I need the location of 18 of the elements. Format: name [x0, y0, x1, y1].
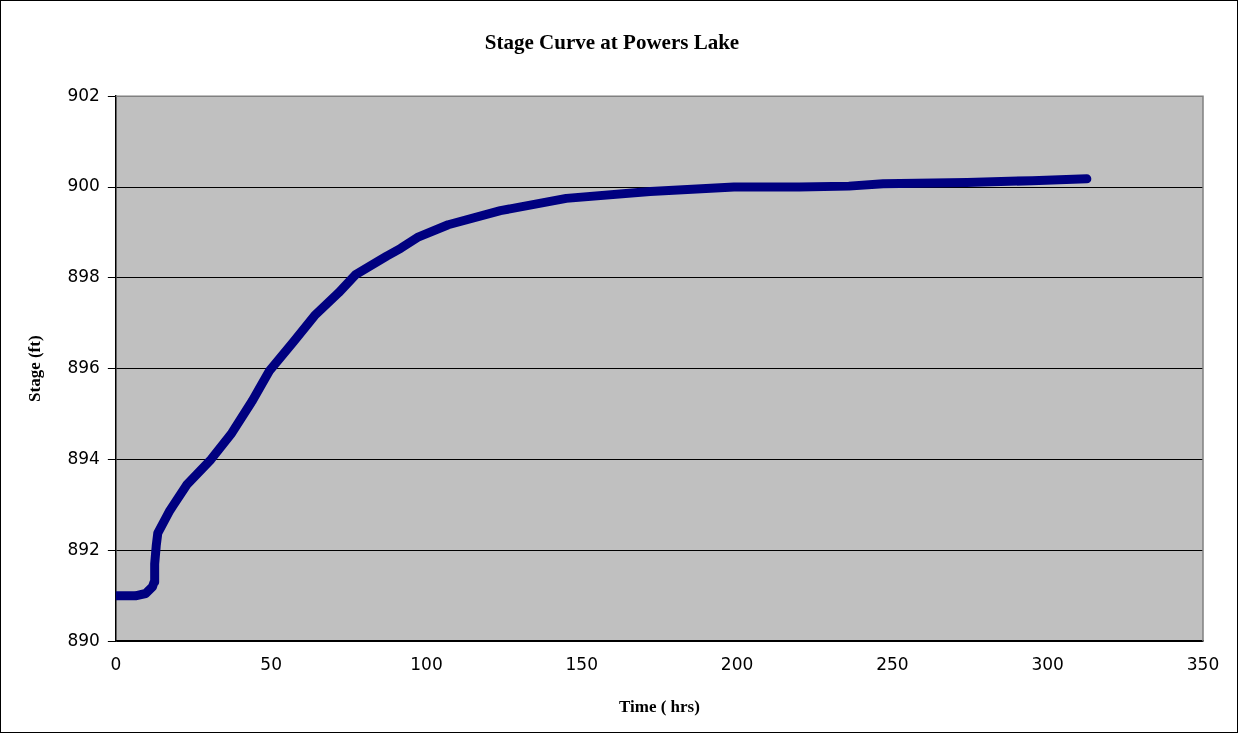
x-tick-label: 50 — [260, 653, 282, 674]
chart-title: Stage Curve at Powers Lake — [484, 30, 740, 55]
y-tick-label: 894 — [67, 447, 100, 468]
x-tick-label: 150 — [565, 653, 598, 674]
x-tick-label: 250 — [876, 653, 909, 674]
y-tick-label: 890 — [67, 629, 100, 650]
x-tick-label: 200 — [720, 653, 754, 674]
x-tick-label: 300 — [1031, 653, 1064, 674]
x-axis-title: Time ( hrs) — [618, 697, 700, 717]
y-tick-label: 902 — [67, 84, 100, 105]
y-tick-label: 892 — [67, 538, 100, 559]
y-tick-label: 896 — [67, 357, 100, 378]
x-tick-label: 0 — [110, 653, 122, 674]
y-tick-label: 898 — [67, 266, 100, 287]
y-tick-label: 900 — [67, 175, 100, 196]
x-tick-label: 350 — [1186, 653, 1220, 674]
x-tick-label: 100 — [410, 653, 443, 674]
y-axis-title: Stage (ft) — [24, 335, 44, 402]
